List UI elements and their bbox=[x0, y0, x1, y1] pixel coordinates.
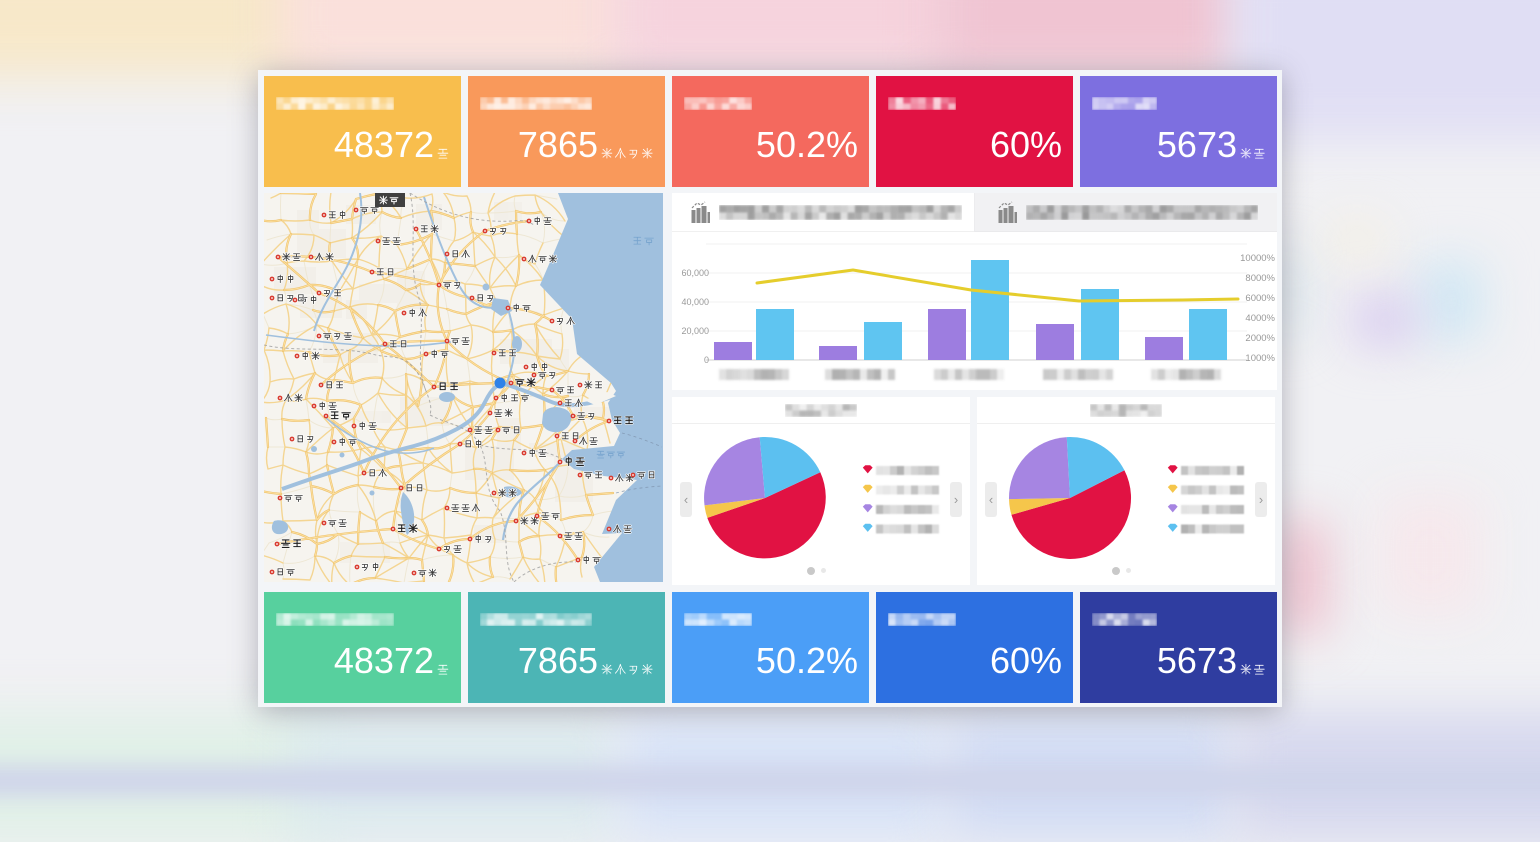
svg-text:20,000: 20,000 bbox=[681, 326, 709, 336]
svg-text:10000%: 10000% bbox=[1240, 253, 1275, 264]
svg-text:2000%: 2000% bbox=[1245, 333, 1275, 344]
svg-text:60,000: 60,000 bbox=[681, 268, 709, 278]
svg-text:8000%: 8000% bbox=[1245, 273, 1275, 284]
svg-text:4000%: 4000% bbox=[1245, 313, 1275, 324]
svg-text:1000%: 1000% bbox=[1245, 353, 1275, 364]
svg-text:6000%: 6000% bbox=[1245, 293, 1275, 304]
svg-text:40,000: 40,000 bbox=[681, 297, 709, 307]
svg-text:0: 0 bbox=[704, 355, 709, 365]
